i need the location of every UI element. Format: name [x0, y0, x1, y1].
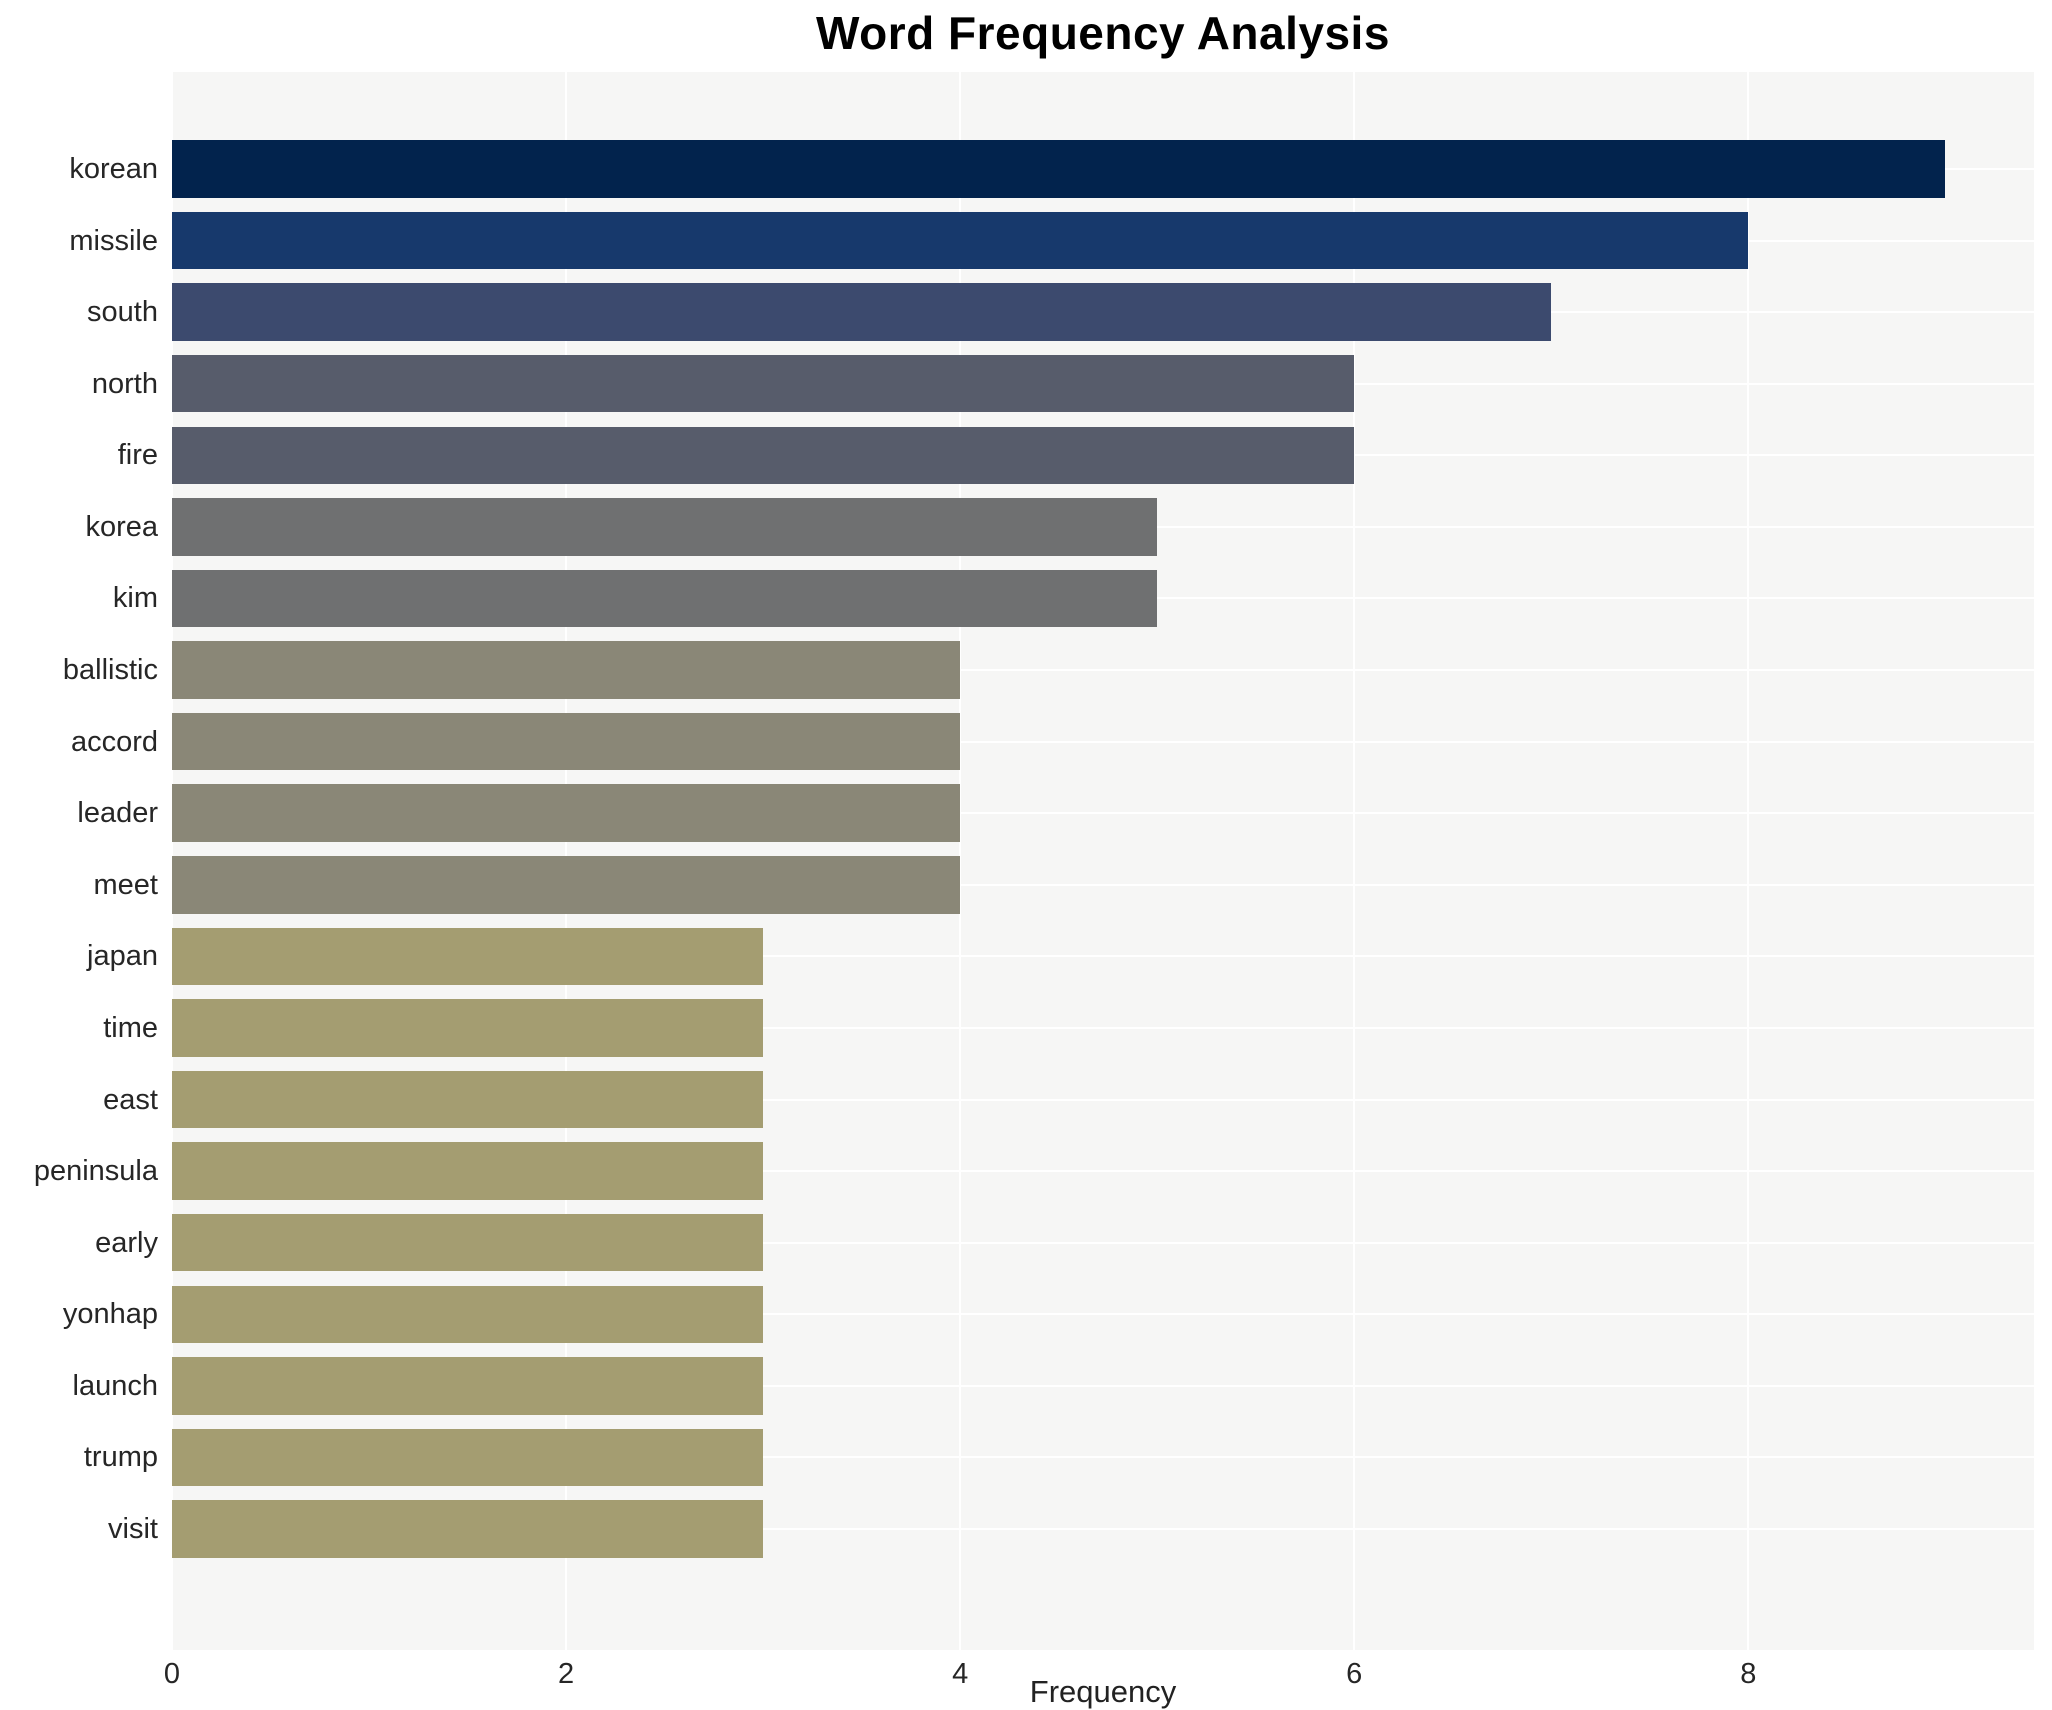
bar-east: [172, 1070, 764, 1129]
bar-trump: [172, 1428, 764, 1487]
bar-accord: [172, 712, 961, 771]
y-tick-label-launch: launch: [72, 1369, 158, 1402]
bar-launch: [172, 1357, 764, 1415]
chart-title: Word Frequency Analysis: [816, 7, 1390, 59]
h-gridline: [172, 1456, 2034, 1459]
x-tick-label: 2: [557, 1658, 575, 1690]
h-gridline: [172, 1241, 2034, 1244]
bar-visit: [172, 1500, 764, 1558]
v-gridline: [1747, 72, 1750, 1650]
h-gridline: [172, 669, 2034, 672]
bar-yonhap: [172, 1285, 764, 1344]
bar-kim: [172, 569, 1158, 628]
y-tick-label-south: south: [87, 296, 158, 329]
bar-peninsula: [172, 1142, 764, 1200]
x-tick-label: 4: [952, 1658, 969, 1690]
bar-south: [172, 283, 1552, 341]
y-tick-label-kim: kim: [112, 582, 158, 615]
bar-korea: [172, 498, 1158, 556]
y-tick-label-trump: trump: [83, 1441, 158, 1474]
bar-japan: [172, 927, 764, 986]
y-tick-label-missile: missile: [69, 224, 158, 257]
h-gridline: [172, 1384, 2034, 1387]
bar-meet: [172, 856, 961, 914]
y-tick-label-yonhap: yonhap: [62, 1298, 158, 1331]
y-tick-label-meet: meet: [93, 868, 158, 901]
y-tick-label-leader: leader: [77, 797, 158, 830]
h-gridline: [172, 1313, 2034, 1316]
h-gridline: [172, 740, 2034, 743]
h-gridline: [172, 1098, 2034, 1101]
bar-korean: [172, 140, 1946, 198]
v-gridline: [959, 72, 962, 1650]
v-gridline: [1353, 72, 1356, 1650]
h-gridline: [172, 955, 2034, 958]
y-tick-label-korean: korean: [69, 153, 158, 185]
bar-north: [172, 354, 1355, 413]
y-tick-label-visit: visit: [108, 1513, 158, 1546]
y-tick-label-peninsula: peninsula: [33, 1155, 158, 1188]
bar-fire: [172, 426, 1355, 485]
y-tick-label-east: east: [103, 1083, 158, 1116]
y-tick-label-accord: accord: [70, 725, 158, 758]
h-gridline: [172, 1026, 2034, 1029]
y-tick-label-ballistic: ballistic: [62, 654, 158, 687]
y-tick-label-korea: korea: [85, 510, 158, 543]
bar-early: [172, 1213, 764, 1272]
bar-leader: [172, 784, 961, 842]
h-gridline: [172, 1528, 2034, 1531]
y-tick-label-fire: fire: [117, 439, 158, 472]
x-axis-label: Frequency: [1029, 1674, 1177, 1709]
y-tick-label-early: early: [95, 1226, 158, 1259]
bar-missile: [172, 211, 1749, 270]
h-gridline: [172, 812, 2034, 815]
h-gridline: [172, 1170, 2034, 1173]
y-tick-label-time: time: [103, 1011, 158, 1044]
bar-ballistic: [172, 641, 961, 699]
x-tick-label: 0: [163, 1658, 181, 1690]
bar-time: [172, 999, 764, 1057]
plot-area: [171, 72, 2034, 1650]
h-gridline: [172, 883, 2034, 886]
y-tick-label-japan: japan: [87, 940, 158, 973]
x-tick-label: 6: [1346, 1658, 1363, 1690]
x-tick-label: 8: [1740, 1658, 1757, 1690]
y-tick-label-north: north: [91, 367, 158, 400]
